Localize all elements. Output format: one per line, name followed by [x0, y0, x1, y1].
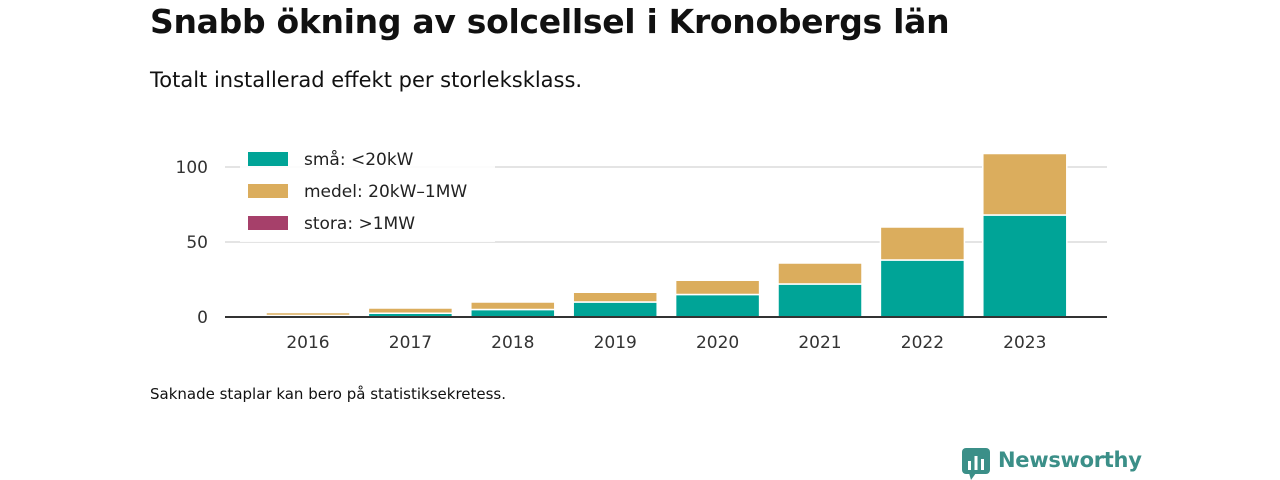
bar-segment-medium — [367, 307, 454, 314]
bar-segment-medium — [879, 226, 966, 261]
x-tick-label: 2023 — [1003, 333, 1046, 353]
chart-title: Snabb ökning av solcellsel i Kronobergs … — [150, 2, 950, 41]
legend-swatch — [248, 184, 288, 198]
legend-swatch — [248, 152, 288, 166]
legend-label: medel: 20kW–1MW — [304, 182, 467, 202]
brand-name: Newsworthy — [998, 448, 1142, 472]
x-tick-label: 2017 — [389, 333, 432, 353]
chart-subtitle: Totalt installerad effekt per storlekskl… — [150, 68, 583, 92]
bar-segment-small — [982, 214, 1068, 318]
legend-swatch — [248, 216, 288, 230]
bar-segment-medium — [982, 152, 1068, 216]
newsworthy-logo: Newsworthy — [962, 446, 1142, 480]
x-tick-label: 2019 — [594, 333, 637, 353]
legend-label: stora: >1MW — [304, 214, 415, 234]
bars — [265, 152, 1068, 318]
bar-segment-small — [674, 293, 761, 318]
bar-chart-icon — [962, 448, 990, 480]
x-tick-label: 2022 — [901, 333, 944, 353]
y-tick-label: 50 — [186, 233, 208, 253]
x-tick-label: 2018 — [491, 333, 534, 353]
footnote: Saknade staplar kan bero på statistiksek… — [150, 385, 507, 403]
bar-segment-small — [777, 283, 863, 318]
bar-segment-medium — [674, 279, 761, 296]
x-tick-labels: 2016 2017 2018 2019 2020 2021 2022 2023 — [286, 333, 1046, 353]
y-tick-label: 0 — [197, 308, 208, 328]
y-tick-labels: 0 50 100 — [176, 158, 208, 328]
x-tick-label: 2016 — [286, 333, 329, 353]
bar-segment-small — [470, 308, 556, 318]
bar-segment-small — [572, 301, 658, 318]
y-tick-label: 100 — [176, 158, 208, 178]
bar-segment-medium — [572, 291, 658, 303]
legend-label: små: <20kW — [304, 149, 414, 170]
bar-segment-medium — [777, 262, 863, 285]
bar-segment-medium — [470, 301, 556, 311]
x-tick-label: 2020 — [696, 333, 739, 353]
x-tick-label: 2021 — [798, 333, 841, 353]
legend: små: <20kW medel: 20kW–1MW stora: >1MW — [240, 146, 495, 242]
bar-segment-small — [879, 259, 966, 318]
bar-segment-medium — [265, 311, 351, 317]
